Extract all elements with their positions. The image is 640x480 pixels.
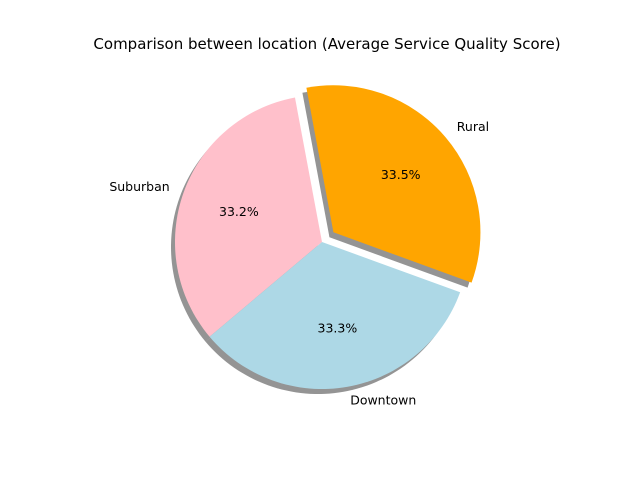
pie-slice-rural — [306, 85, 481, 283]
pie-slice-suburban — [174, 97, 322, 337]
slice-label-rural: Rural — [457, 119, 489, 134]
slice-label-suburban: Suburban — [109, 179, 169, 194]
slice-percent-rural: 33.5% — [381, 167, 421, 182]
chart-title: Comparison between location (Average Ser… — [93, 35, 560, 53]
slice-percent-suburban: 33.2% — [219, 204, 259, 219]
pie-slice-downtown — [209, 242, 461, 389]
pie-slices — [174, 85, 481, 389]
slice-label-downtown: Downtown — [350, 393, 416, 408]
slice-percent-downtown: 33.3% — [318, 320, 358, 335]
pie-labels: Rural 33.5% Suburban 33.2% Downtown 33.3% — [109, 119, 489, 408]
